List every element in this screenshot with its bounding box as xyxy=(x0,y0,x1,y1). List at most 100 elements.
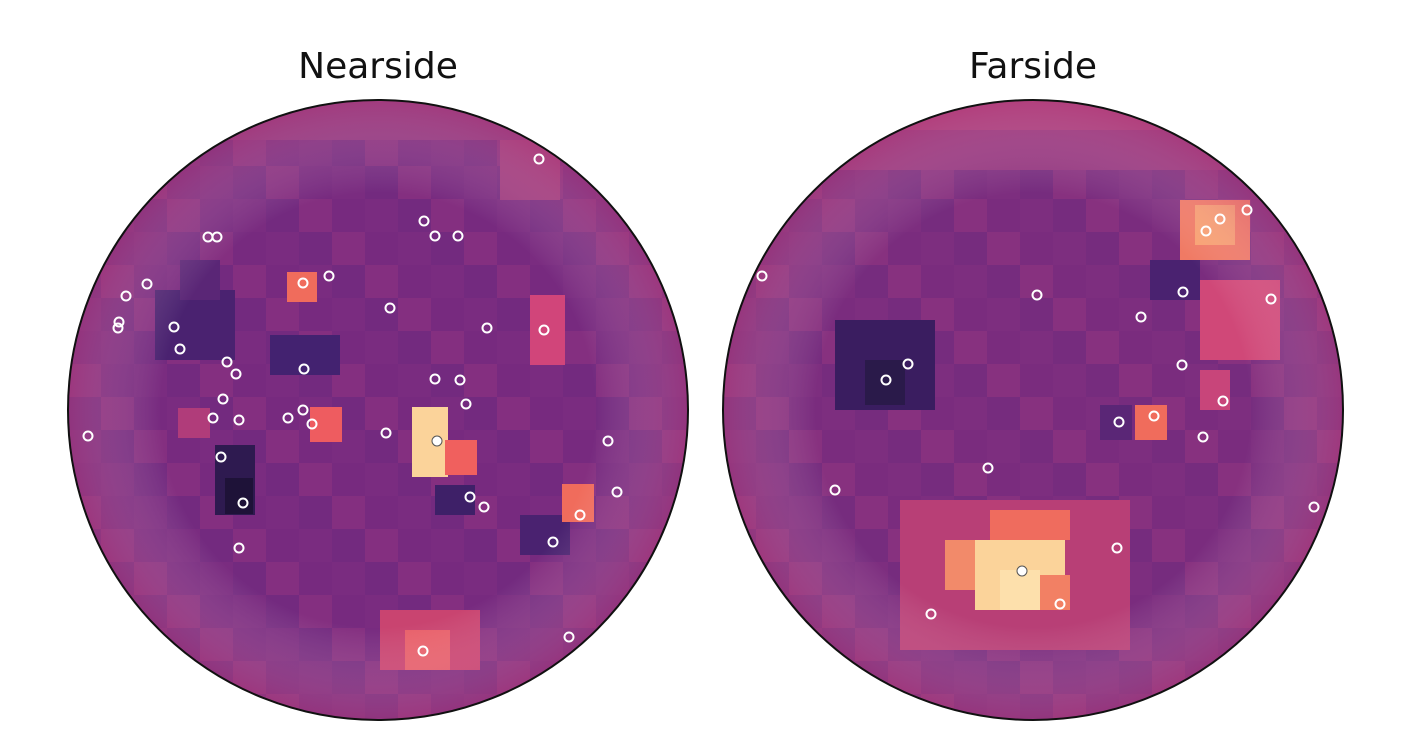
marker xyxy=(1217,395,1229,407)
map-cell xyxy=(629,100,662,133)
marker xyxy=(611,486,623,498)
map-cell xyxy=(723,232,756,265)
marker xyxy=(454,374,466,386)
map-cell xyxy=(1218,133,1251,166)
marker xyxy=(237,497,249,509)
marker xyxy=(429,230,441,242)
map-cell xyxy=(167,694,200,720)
marker xyxy=(82,430,94,442)
map-cell xyxy=(134,100,167,133)
marker xyxy=(113,316,125,328)
map-cell xyxy=(629,595,662,628)
map-cell xyxy=(497,694,530,720)
marker xyxy=(1176,359,1188,371)
map-cell xyxy=(68,595,101,628)
map-cell xyxy=(1317,232,1343,265)
map-cell xyxy=(596,628,629,661)
marker xyxy=(1054,598,1066,610)
map-cell xyxy=(68,562,101,595)
marker xyxy=(464,491,476,503)
map-cell xyxy=(596,694,629,720)
marker xyxy=(602,435,614,447)
map-cell xyxy=(596,133,629,166)
map-cell xyxy=(789,100,822,133)
map-cell xyxy=(1317,595,1343,628)
marker xyxy=(418,215,430,227)
marker xyxy=(168,321,180,333)
hemisphere-outline xyxy=(722,99,1344,721)
map-cell xyxy=(756,166,789,199)
map-cell xyxy=(662,529,688,562)
map-cell xyxy=(68,694,101,720)
map-cell xyxy=(789,661,822,694)
map-cell xyxy=(723,628,756,661)
map-cell xyxy=(756,133,789,166)
map-cell xyxy=(629,694,662,720)
marker xyxy=(538,324,550,336)
map-cell xyxy=(1284,199,1317,232)
farside-map xyxy=(723,100,1343,720)
map-cell xyxy=(68,661,101,694)
marker xyxy=(233,542,245,554)
nearside-map xyxy=(68,100,688,720)
marker xyxy=(1265,293,1277,305)
map-cell xyxy=(789,694,822,720)
marker xyxy=(478,501,490,513)
map-cell xyxy=(1251,133,1284,166)
marker xyxy=(1111,542,1123,554)
marker xyxy=(982,462,994,474)
marker xyxy=(297,277,309,289)
map-cell xyxy=(723,166,756,199)
map-cell xyxy=(822,694,855,720)
map-cell xyxy=(662,232,688,265)
map-cell xyxy=(662,133,688,166)
map-cell xyxy=(662,199,688,232)
map-cell xyxy=(101,595,134,628)
marker xyxy=(533,153,545,165)
map-cell xyxy=(1251,100,1284,133)
marker xyxy=(1113,416,1125,428)
map-cell xyxy=(167,661,200,694)
map-cell xyxy=(822,661,855,694)
marker xyxy=(380,427,392,439)
map-cell xyxy=(563,133,596,166)
map-cell xyxy=(68,232,101,265)
marker xyxy=(141,278,153,290)
map-cell xyxy=(68,100,101,133)
map-cell xyxy=(1317,265,1343,298)
map-cell xyxy=(855,694,888,720)
marker xyxy=(211,231,223,243)
map-cell xyxy=(1284,661,1317,694)
map-cell xyxy=(756,628,789,661)
map-cell xyxy=(134,661,167,694)
marker xyxy=(431,435,443,447)
marker xyxy=(221,356,233,368)
marker xyxy=(1197,431,1209,443)
map-cell xyxy=(1251,661,1284,694)
map-cell xyxy=(629,628,662,661)
map-cell xyxy=(1317,661,1343,694)
map-cell xyxy=(563,100,596,133)
marker xyxy=(112,322,124,334)
marker xyxy=(217,393,229,405)
marker xyxy=(120,290,132,302)
marker xyxy=(756,270,768,282)
map-cell xyxy=(629,133,662,166)
marker xyxy=(1214,213,1226,225)
map-cell xyxy=(167,100,200,133)
marker xyxy=(1135,311,1147,323)
marker xyxy=(1148,410,1160,422)
map-cell xyxy=(596,661,629,694)
rim-shade xyxy=(68,100,688,720)
map-cell xyxy=(662,100,688,133)
map-cell xyxy=(1317,628,1343,661)
map-cell xyxy=(756,694,789,720)
map-cell xyxy=(134,694,167,720)
map-cell xyxy=(662,694,688,720)
markers xyxy=(82,153,1320,657)
map-cell xyxy=(1284,694,1317,720)
marker xyxy=(1031,289,1043,301)
marker xyxy=(902,358,914,370)
map-cell xyxy=(855,100,888,133)
